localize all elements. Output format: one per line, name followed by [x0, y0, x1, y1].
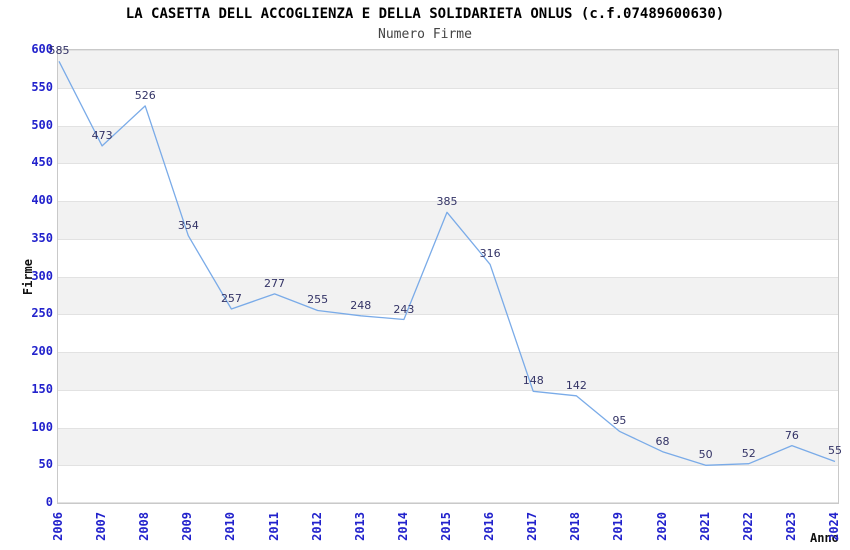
x-tick-label: 2015 — [439, 512, 453, 541]
x-tick-label: 2022 — [740, 512, 755, 541]
grid-band — [58, 201, 838, 239]
grid-line — [58, 427, 838, 429]
grid-line — [58, 238, 838, 240]
x-tick-label: 2024 — [827, 512, 841, 541]
value-label: 316 — [479, 247, 501, 261]
value-label: 148 — [522, 374, 544, 388]
value-label: 76 — [784, 428, 799, 442]
value-label: 243 — [393, 302, 415, 316]
x-tick-label: 2019 — [611, 512, 626, 541]
grid-band — [58, 352, 838, 390]
y-tick-label: 200 — [31, 344, 53, 358]
x-axis-title: Anno — [810, 531, 839, 545]
chart-canvas — [58, 61, 836, 466]
value-label: 385 — [436, 195, 458, 209]
x-tick-label: 2018 — [568, 512, 583, 541]
y-tick-label: 600 — [31, 42, 53, 56]
x-tick-label: 2008 — [137, 512, 152, 541]
x-tick-label: 2017 — [525, 512, 540, 541]
y-tick-label: 50 — [38, 457, 53, 472]
value-label: 95 — [612, 414, 627, 428]
grid-line — [58, 465, 838, 467]
y-tick-label: 0 — [45, 495, 53, 509]
value-label: 277 — [264, 276, 286, 290]
x-tick-label: 2006 — [51, 512, 65, 541]
value-label: 52 — [741, 446, 756, 460]
y-tick-label: 150 — [31, 381, 53, 396]
value-label: 68 — [655, 434, 670, 448]
value-label: 248 — [350, 298, 372, 312]
x-tick-label: 2009 — [180, 512, 195, 541]
x-tick-label: 2016 — [482, 512, 497, 541]
value-label: 50 — [698, 448, 713, 462]
x-tick-label: 2011 — [266, 512, 281, 541]
chart-title: LA CASETTA DELL ACCOGLIENZA E DELLA SOLI… — [125, 6, 725, 22]
value-label: 473 — [91, 128, 113, 142]
grid-line — [58, 87, 838, 89]
y-tick-label: 550 — [31, 79, 53, 94]
trend-line — [58, 61, 836, 466]
grid-band — [58, 125, 838, 164]
value-label: 585 — [48, 44, 70, 58]
grid-line — [58, 389, 838, 391]
chart-subtitle: Numero Firme — [378, 27, 472, 42]
grid-line — [58, 276, 838, 278]
grid-line — [58, 502, 838, 503]
y-tick-label: 350 — [31, 230, 53, 245]
x-tick-label: 2023 — [783, 512, 798, 541]
value-label: 55 — [828, 444, 842, 458]
value-label: 142 — [565, 378, 587, 392]
y-tick-label: 400 — [31, 193, 53, 207]
x-tick-label: 2020 — [654, 512, 669, 541]
grid-band — [58, 276, 838, 315]
y-tick-label: 450 — [31, 155, 53, 170]
y-tick-label: 300 — [31, 268, 53, 283]
x-tick-label: 2010 — [223, 512, 238, 541]
x-tick-label: 2021 — [697, 512, 712, 541]
grid-band — [58, 50, 838, 88]
grid-line — [58, 50, 838, 51]
grid-line — [58, 163, 838, 165]
grid-line — [58, 352, 838, 353]
x-tick-label: 2012 — [309, 512, 324, 541]
value-label: 354 — [177, 218, 199, 232]
plot-area — [57, 49, 839, 504]
value-label: 526 — [134, 88, 156, 102]
value-label: 255 — [307, 293, 329, 307]
value-label: 257 — [220, 291, 242, 305]
x-tick-label: 2013 — [352, 512, 367, 541]
grid-line — [58, 125, 838, 127]
y-tick-label: 500 — [31, 117, 53, 132]
y-tick-label: 100 — [31, 419, 53, 434]
grid-line — [58, 201, 838, 202]
y-tick-label: 250 — [31, 306, 53, 321]
grid-band — [58, 427, 838, 466]
x-tick-label: 2007 — [94, 512, 109, 541]
grid-line — [58, 314, 838, 316]
x-tick-label: 2014 — [395, 512, 410, 541]
